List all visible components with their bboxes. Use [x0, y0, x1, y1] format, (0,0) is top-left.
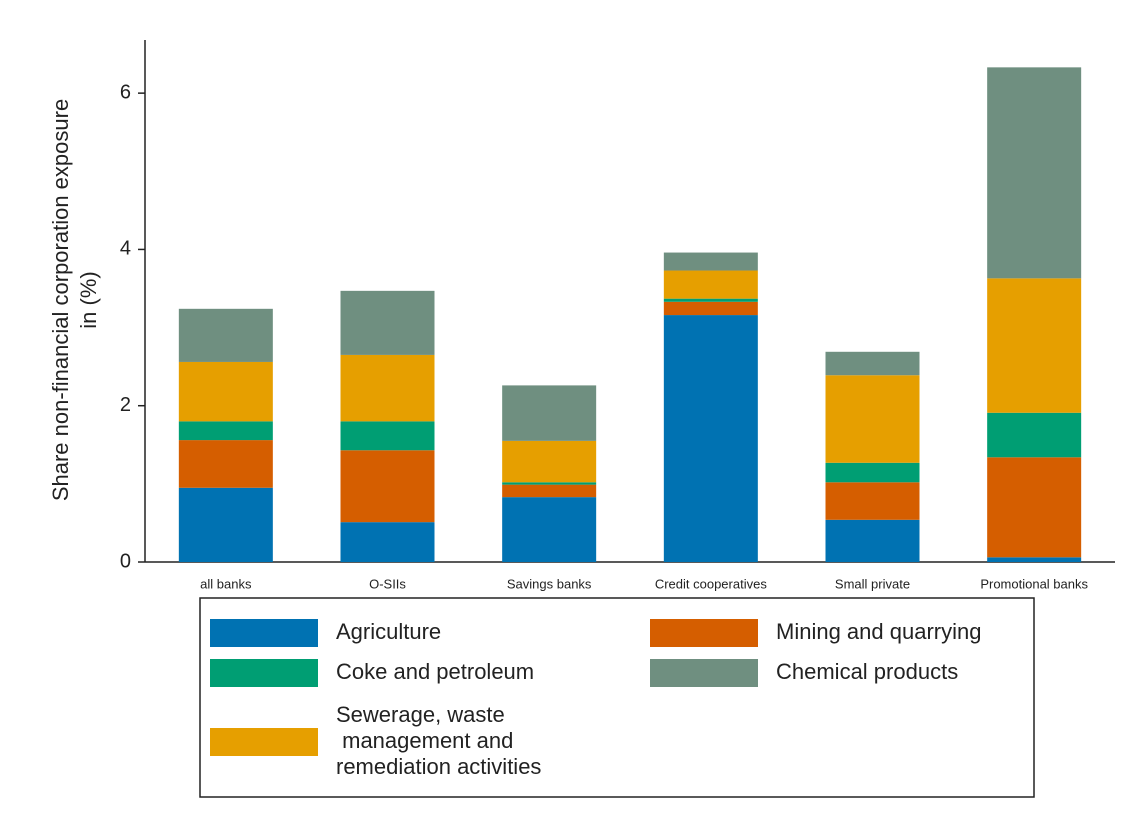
bar-segment: [340, 290, 435, 355]
y-tick-label: 4: [120, 238, 131, 260]
legend-swatch: [210, 619, 318, 647]
bar-segment: [987, 278, 1082, 413]
bar-segment: [340, 421, 435, 451]
bar-segment: [825, 351, 920, 376]
bar-segment: [825, 462, 920, 483]
bar-segment: [502, 440, 597, 483]
bar-segment: [178, 308, 273, 362]
y-axis-title: Share non-financial corporation exposure: [48, 99, 73, 501]
legend-label: Chemical products: [776, 659, 958, 684]
bar-segment: [340, 450, 435, 523]
bar-segment: [663, 301, 758, 316]
bar-segment: [502, 497, 597, 562]
bar-segment: [502, 482, 597, 485]
y-tick-label: 2: [120, 394, 131, 416]
bar-segment: [178, 361, 273, 422]
bar-segment: [663, 252, 758, 271]
bar-segment: [178, 421, 273, 441]
bar-segment: [987, 67, 1082, 279]
bar-segment: [340, 522, 435, 562]
x-tick-label: Promotional banks: [980, 576, 1088, 591]
y-tick-label: 6: [120, 81, 131, 103]
legend-label: Mining and quarrying: [776, 619, 981, 644]
legend-label: Agriculture: [336, 619, 441, 644]
bar-segment: [502, 484, 597, 498]
legend-box: [199, 597, 1035, 798]
legend-swatch: [210, 728, 318, 756]
bar-segment: [825, 519, 920, 562]
x-tick-label: Credit cooperatives: [655, 576, 767, 591]
bar-segment: [987, 412, 1082, 458]
bar-segment: [987, 457, 1082, 558]
bar-segment: [825, 375, 920, 463]
y-tick-label: 0: [120, 550, 131, 572]
bar-segment: [825, 482, 920, 520]
legend-label: Sewerage, waste management and remediatio…: [336, 702, 541, 779]
bar-segment: [987, 557, 1082, 562]
x-tick-label: Savings banks: [507, 576, 592, 591]
x-tick-label: Small private: [835, 576, 910, 591]
bar-segment: [502, 385, 597, 441]
x-tick-label: O-SIIs: [369, 576, 406, 591]
bar-segment: [178, 487, 273, 562]
legend-swatch: [650, 619, 758, 647]
x-tick-label: all banks: [200, 576, 252, 591]
bar-segment: [663, 270, 758, 299]
bar-segment: [663, 298, 758, 302]
bar-segment: [340, 354, 435, 422]
legend-label: Coke and petroleum: [336, 659, 534, 684]
legend-swatch: [650, 659, 758, 687]
y-axis-title: in (%): [76, 271, 101, 328]
bar-segment: [663, 315, 758, 562]
legend-swatch: [210, 659, 318, 687]
bar-segment: [178, 440, 273, 488]
